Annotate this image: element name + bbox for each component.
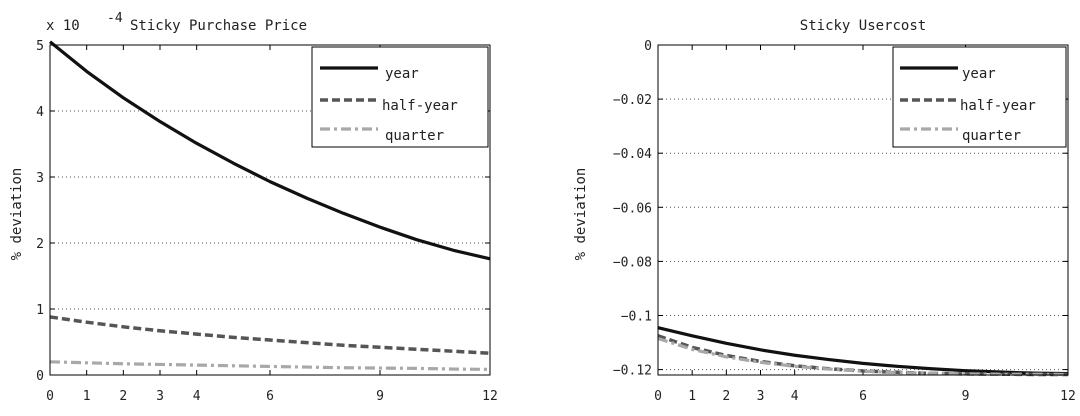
chart-left-xtick-label: 1 bbox=[83, 389, 91, 404]
chart-right-xtick-label: 0 bbox=[654, 389, 662, 404]
chart-right-frame bbox=[657, 44, 1069, 376]
chart-right-xtick-label: 4 bbox=[791, 389, 799, 404]
chart-right-ytick-label: −0.06 bbox=[613, 201, 652, 216]
chart-left-ytick-label: 3 bbox=[36, 171, 44, 186]
chart-left-xtick-label: 3 bbox=[156, 389, 164, 404]
legend-left-halfyear-label: half-year bbox=[382, 98, 458, 114]
chart-left-title: Sticky Purchase Price bbox=[130, 18, 307, 34]
chart-left-line-quarter bbox=[49, 360, 491, 371]
chart-left-legend: year half-year quarter bbox=[311, 46, 489, 148]
chart-right-xtick-label: 9 bbox=[962, 389, 970, 404]
chart-left-xtick-label: 4 bbox=[193, 389, 201, 404]
chart-left-grid bbox=[50, 110, 490, 310]
chart-left-line-year bbox=[48, 40, 491, 261]
legend-left-quarter-label: quarter bbox=[385, 128, 444, 144]
chart-right-ytick-label: −0.1 bbox=[621, 309, 652, 324]
chart-left-xticks: 0 1 2 3 4 6 9 12 bbox=[46, 45, 498, 404]
chart-right-xtick-label: 1 bbox=[688, 389, 696, 404]
chart-right-title: Sticky Usercost bbox=[800, 18, 926, 34]
chart-left-ytick-label: 4 bbox=[36, 105, 44, 120]
chart-left-xtick-label: 2 bbox=[119, 389, 127, 404]
chart-left-exponent-sup: -4 bbox=[107, 11, 123, 26]
chart-left: x 10 -4 Sticky Purchase Price % deviatio… bbox=[9, 11, 498, 404]
chart-left-ytick-label: 1 bbox=[36, 303, 44, 318]
chart-right-legend: year half-year quarter bbox=[892, 46, 1067, 148]
chart-left-xtick-label: 9 bbox=[376, 389, 384, 404]
chart-left-frame bbox=[49, 44, 491, 376]
legend-left-year-label: year bbox=[385, 66, 419, 82]
chart-right-ytick-label: −0.12 bbox=[613, 364, 652, 379]
chart-left-ytick-label: 0 bbox=[36, 369, 44, 384]
chart-right-line-year bbox=[657, 326, 1069, 376]
chart-left-series bbox=[48, 40, 491, 371]
chart-right-series bbox=[657, 326, 1069, 377]
chart-right: Sticky Usercost % deviation 0 −0.02 −0.04 −… bbox=[573, 18, 1076, 404]
legend-right-quarter-label: quarter bbox=[962, 128, 1021, 144]
legend-right-halfyear-label: half-year bbox=[960, 98, 1036, 114]
chart-right-xtick-label: 12 bbox=[1060, 389, 1076, 404]
legend-right-year-label: year bbox=[962, 66, 996, 82]
chart-left-xtick-label: 12 bbox=[482, 389, 498, 404]
chart-right-ytick-label: 0 bbox=[644, 39, 652, 54]
chart-right-ytick-label: −0.02 bbox=[613, 93, 652, 108]
chart-right-ytick-label: −0.04 bbox=[613, 147, 652, 162]
chart-left-ytick-label: 2 bbox=[36, 237, 44, 252]
chart-right-xtick-label: 2 bbox=[722, 389, 730, 404]
chart-right-line-halfyear bbox=[657, 334, 1068, 377]
chart-right-ylabel: % deviation bbox=[573, 168, 589, 261]
chart-right-xtick-label: 3 bbox=[757, 389, 765, 404]
chart-left-exponent: x 10 bbox=[46, 18, 80, 34]
chart-left-xtick-label: 0 bbox=[46, 389, 54, 404]
chart-left-xtick-label: 6 bbox=[266, 389, 274, 404]
chart-right-yticks: 0 −0.02 −0.04 −0.06 −0.08 −0.1 −0.12 bbox=[613, 39, 1068, 379]
chart-right-ytick-label: −0.08 bbox=[613, 255, 652, 270]
chart-right-xtick-label: 6 bbox=[859, 389, 867, 404]
chart-left-line-halfyear bbox=[49, 315, 491, 355]
chart-left-ytick-label: 5 bbox=[36, 39, 44, 54]
chart-left-ylabel: % deviation bbox=[9, 168, 25, 261]
chart-right-line-quarter bbox=[657, 336, 1069, 377]
